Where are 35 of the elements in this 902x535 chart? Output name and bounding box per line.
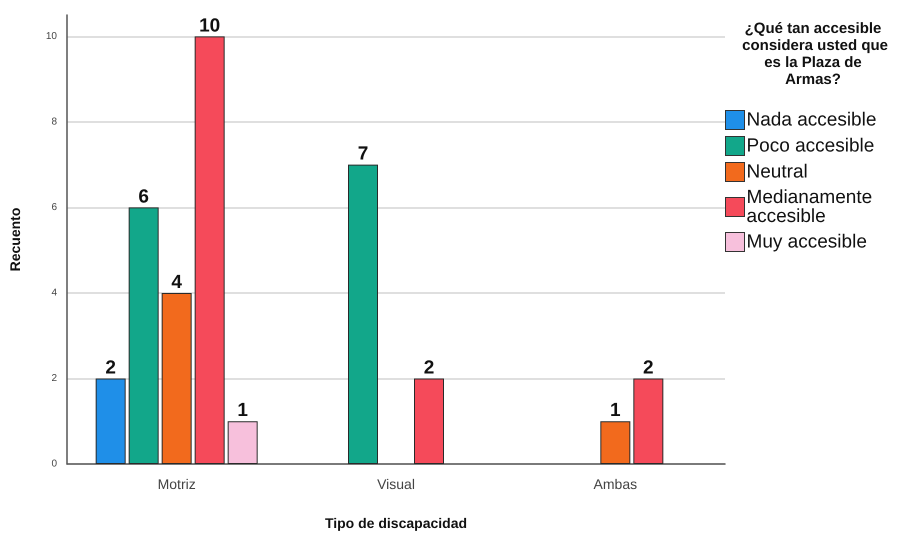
y-tick-label: 2 bbox=[51, 372, 58, 384]
bar bbox=[633, 378, 664, 464]
y-tick-label: 8 bbox=[51, 116, 58, 128]
x-tick-label: Motriz bbox=[158, 476, 196, 492]
data-label: 2 bbox=[643, 357, 654, 378]
bar bbox=[194, 36, 225, 464]
bar bbox=[348, 164, 378, 464]
bar bbox=[96, 378, 126, 464]
bar bbox=[600, 421, 630, 464]
data-label: 4 bbox=[171, 272, 182, 293]
data-label: 1 bbox=[237, 400, 248, 422]
data-label: 7 bbox=[358, 144, 368, 165]
legend-label: Nada accesible bbox=[746, 110, 876, 130]
y-tick-label: 6 bbox=[51, 202, 58, 213]
data-label: 10 bbox=[199, 15, 220, 36]
legend-label: Medianamente accesible bbox=[746, 187, 878, 227]
data-label: 2 bbox=[424, 357, 434, 378]
legend-label: Poco accesible bbox=[746, 136, 874, 156]
legend-title: ¿Qué tan accesible considera usted que es la Plaza de Armas? bbox=[738, 20, 888, 88]
y-tick-label: 4 bbox=[51, 287, 58, 298]
x-tick-label: Visual bbox=[377, 476, 415, 492]
bar bbox=[228, 421, 258, 464]
data-label: 2 bbox=[105, 357, 116, 378]
data-label: 1 bbox=[610, 400, 622, 422]
legend-label: Muy accesible bbox=[746, 232, 867, 252]
y-tick-label: 0 bbox=[51, 458, 58, 470]
y-axis-title: Recuento bbox=[7, 208, 23, 272]
x-axis-title: Tipo de discapacidad bbox=[324, 515, 468, 531]
y-tick-label: 10 bbox=[46, 30, 58, 42]
bar bbox=[128, 207, 159, 464]
bar bbox=[414, 378, 444, 464]
bar bbox=[162, 292, 192, 464]
x-tick-label: Ambas bbox=[594, 476, 638, 492]
data-label: 6 bbox=[138, 186, 149, 208]
legend-label: Neutral bbox=[746, 162, 808, 182]
